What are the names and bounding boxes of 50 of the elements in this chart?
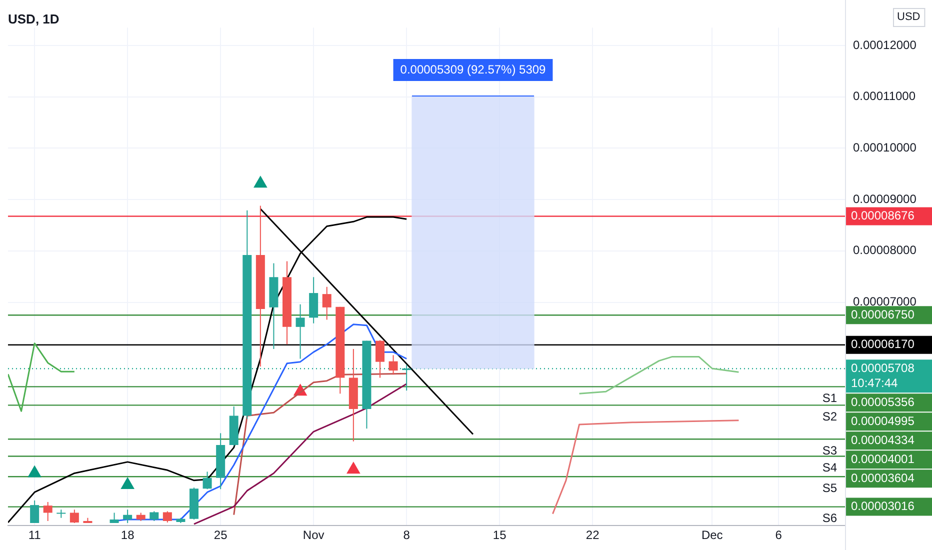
x-tick-label: 18 [120, 528, 135, 542]
candlestick [296, 304, 305, 360]
ref-line-label: 0.00008676 [851, 208, 915, 223]
annotation: S5 [822, 480, 838, 495]
ref-line-label: 0.00004995 [851, 414, 915, 428]
x-tick-label: 11 [28, 528, 42, 542]
x-tick-label: 25 [214, 528, 228, 542]
point [28, 466, 42, 478]
point [121, 478, 134, 490]
candlestick [123, 509, 132, 524]
ref-line-label: 0.00004334 [851, 432, 915, 447]
x-tick-label: 6 [775, 528, 782, 542]
ref-line-label: 0.00006170 [851, 337, 915, 352]
point [346, 462, 360, 474]
text: USD [897, 11, 920, 24]
candlestick [202, 471, 212, 490]
annotation: S6 [822, 511, 838, 526]
y-tick-label: 0.00012000 [853, 38, 917, 52]
y-tick-label: 0.00009000 [853, 192, 917, 206]
candlestick [56, 509, 66, 518]
ref-line-label: 0.00003016 [851, 499, 915, 514]
x-tick-label: 15 [492, 528, 507, 542]
annotation: S2 [822, 410, 838, 424]
annotation: S4 [822, 460, 838, 475]
candlestick [70, 509, 79, 524]
annotation: S1 [822, 390, 838, 405]
ref-line-label: 0.00005708 10:47:44 [851, 360, 915, 390]
candlestick [322, 286, 332, 320]
y-tick-label: 0.00008000 [853, 243, 917, 258]
y-tick-label: 0.00007000 [853, 294, 917, 309]
annotation: 0.00005309 (92.57%) 5309 [400, 62, 546, 76]
y-tick-label: 0.00010000 [853, 140, 917, 155]
x-tick-label: 8 [403, 528, 410, 542]
candlestick [162, 510, 172, 524]
ref-line-label: 0.00005356 [851, 394, 915, 409]
y-tick-label: 0.00011000 [853, 89, 916, 104]
candlestick [376, 340, 384, 378]
point [254, 176, 267, 188]
candlestick [30, 500, 40, 524]
ref-line-label: 0.00004001 [851, 452, 915, 466]
x-tick-label: Dec [701, 528, 723, 542]
candlestick [150, 510, 159, 522]
chart-title: USD, 1D [8, 11, 60, 26]
candlestick [388, 354, 398, 376]
ref-line-label: 0.00006750 [851, 307, 915, 322]
annotation: S3 [822, 443, 838, 458]
candlestick [43, 501, 52, 522]
ref-line-label: 0.00003604 [851, 470, 915, 485]
x-tick-label: Nov [302, 528, 324, 542]
x-tick-label: 22 [586, 528, 600, 542]
